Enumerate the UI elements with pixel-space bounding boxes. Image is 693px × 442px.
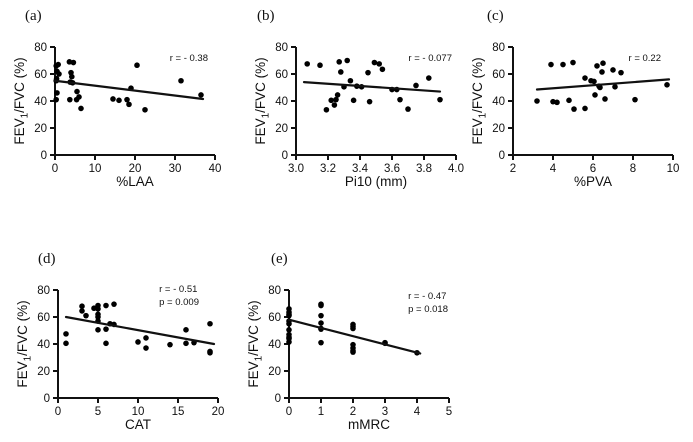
correlation-annotation-c: r = 0.22 [628, 53, 661, 64]
svg-text:10: 10 [667, 163, 680, 175]
svg-text:80: 80 [37, 285, 50, 297]
svg-text:60: 60 [37, 312, 50, 324]
svg-text:3.8: 3.8 [416, 163, 432, 175]
correlation-annotation-a: r = - 0.38 [169, 53, 208, 64]
svg-text:20: 20 [492, 123, 505, 135]
svg-text:0: 0 [41, 150, 47, 162]
x-axis-label-a: %LAA [116, 174, 154, 189]
x-axis-label-b: Pi10 (mm) [344, 174, 408, 189]
svg-text:5: 5 [446, 406, 452, 418]
svg-text:10: 10 [132, 406, 145, 418]
correlation-annotation-d: r = - 0.51 p = 0.009 [159, 284, 199, 308]
svg-text:1: 1 [318, 406, 324, 418]
scatter-panel-c: (c) FEV1/FVC (%) 0 20 40 60 80 2 4 6 8 10 %PVA r … [463, 7, 693, 199]
scatter-chart-b: 0 20 40 60 80 3.0 3.2 3.4 3.6 3.8 4.0 [275, 42, 464, 175]
svg-text:20: 20 [275, 123, 288, 135]
svg-text:40: 40 [492, 96, 505, 108]
svg-text:20: 20 [34, 123, 47, 135]
scatter-chart-d: 0 20 40 60 80 0 5 10 15 20 [37, 285, 225, 418]
svg-text:4: 4 [550, 163, 557, 175]
svg-text:0: 0 [52, 163, 58, 175]
scatter-panel-e: (e) FEV1/FVC (%) 0 20 40 60 80 0 1 2 3 4 5 mMRC r … [239, 250, 474, 442]
svg-text:3.6: 3.6 [384, 163, 400, 175]
panel-label-d: (d) [38, 251, 56, 267]
x-axis-label-d: CAT [125, 417, 151, 432]
svg-text:20: 20 [268, 366, 281, 378]
svg-text:80: 80 [492, 42, 505, 54]
panel-label-b: (b) [257, 8, 275, 24]
svg-text:40: 40 [209, 163, 222, 175]
svg-text:8: 8 [630, 163, 636, 175]
svg-text:20: 20 [212, 406, 225, 418]
scatter-chart-e: 0 20 40 60 80 0 1 2 3 4 5 [268, 285, 452, 418]
svg-text:0: 0 [55, 406, 61, 418]
svg-text:6: 6 [590, 163, 596, 175]
svg-text:40: 40 [34, 96, 47, 108]
svg-text:2: 2 [510, 163, 516, 175]
svg-text:3.4: 3.4 [352, 163, 369, 175]
svg-text:15: 15 [172, 406, 185, 418]
svg-text:0: 0 [44, 393, 50, 405]
svg-text:10: 10 [89, 163, 102, 175]
svg-text:2: 2 [350, 406, 356, 418]
x-axis-label-c: %PVA [573, 174, 612, 189]
correlation-annotation-b: r = - 0.077 [408, 53, 452, 64]
svg-text:4: 4 [414, 406, 421, 418]
svg-text:0: 0 [499, 150, 505, 162]
svg-text:40: 40 [37, 339, 50, 351]
panel-label-a: (a) [25, 8, 42, 24]
scatter-chart-c: 0 20 40 60 80 2 4 6 8 10 [492, 42, 680, 175]
scatter-chart-a: 0 20 40 60 80 0 10 20 30 40 [34, 42, 222, 175]
svg-text:60: 60 [34, 69, 47, 81]
svg-text:80: 80 [34, 42, 47, 54]
svg-text:20: 20 [129, 163, 142, 175]
correlation-annotation-e: r = - 0.47 p = 0.018 [408, 291, 448, 315]
svg-text:3.0: 3.0 [288, 163, 304, 175]
svg-text:60: 60 [275, 69, 288, 81]
svg-text:0: 0 [282, 150, 288, 162]
svg-text:0: 0 [286, 406, 292, 418]
scatter-panel-a: (a) FEV1/FVC (%) 0 20 40 60 80 0 10 20 30 40 %LAA… [5, 7, 240, 199]
panel-label-c: (c) [487, 8, 504, 24]
svg-text:40: 40 [268, 339, 281, 351]
svg-text:4.0: 4.0 [448, 163, 464, 175]
svg-text:20: 20 [37, 366, 50, 378]
svg-text:5: 5 [95, 406, 101, 418]
svg-text:80: 80 [275, 42, 288, 54]
svg-text:0: 0 [275, 393, 281, 405]
scatter-panel-b: (b) FEV1/FVC (%) 0 20 40 60 80 3.0 3.2 3.4 3.6 3.… [246, 7, 481, 199]
svg-text:3: 3 [382, 406, 388, 418]
svg-text:60: 60 [268, 312, 281, 324]
svg-text:40: 40 [275, 96, 288, 108]
panel-label-e: (e) [271, 251, 288, 267]
svg-text:3.2: 3.2 [320, 163, 336, 175]
svg-text:80: 80 [268, 285, 281, 297]
svg-text:30: 30 [169, 163, 182, 175]
svg-text:60: 60 [492, 69, 505, 81]
scatter-panel-d: (d) FEV1/FVC (%) 0 20 40 60 80 0 5 10 15 20 CAT r… [8, 250, 243, 442]
x-axis-label-e: mMRC [348, 417, 390, 432]
